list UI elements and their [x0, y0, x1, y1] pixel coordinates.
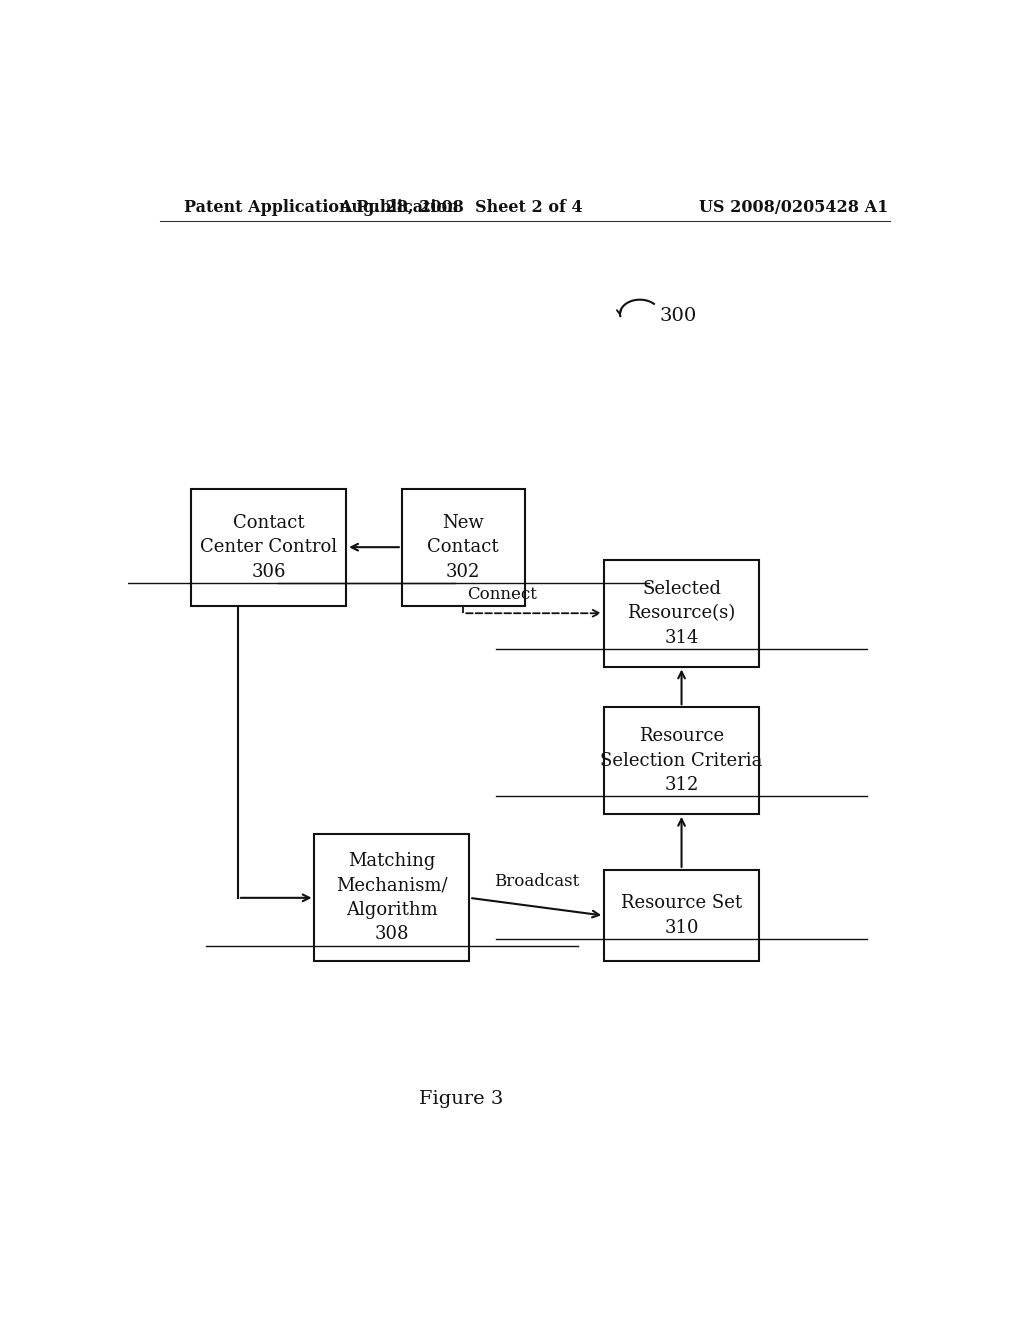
Text: Matching: Matching — [348, 853, 435, 870]
FancyBboxPatch shape — [191, 488, 346, 606]
Text: Selected: Selected — [642, 579, 721, 598]
Text: Figure 3: Figure 3 — [419, 1089, 504, 1107]
Text: Broadcast: Broadcast — [494, 873, 580, 890]
FancyBboxPatch shape — [604, 560, 759, 667]
Text: Selection Criteria: Selection Criteria — [600, 751, 763, 770]
Text: Resource(s): Resource(s) — [628, 605, 735, 622]
FancyBboxPatch shape — [314, 834, 469, 961]
Text: Connect: Connect — [467, 586, 537, 603]
Text: 306: 306 — [252, 562, 286, 581]
Text: Mechanism/: Mechanism/ — [336, 876, 447, 895]
Text: Resource: Resource — [639, 727, 724, 746]
Text: Center Control: Center Control — [201, 539, 338, 556]
Text: Resource Set: Resource Set — [621, 895, 742, 912]
FancyBboxPatch shape — [401, 488, 524, 606]
Text: Patent Application Publication: Patent Application Publication — [183, 199, 459, 215]
Text: 312: 312 — [665, 776, 698, 795]
Text: Contact: Contact — [427, 539, 499, 556]
Text: 302: 302 — [446, 562, 480, 581]
FancyBboxPatch shape — [604, 870, 759, 961]
Text: 310: 310 — [665, 919, 698, 937]
Text: 308: 308 — [375, 925, 410, 944]
Text: Contact: Contact — [233, 513, 305, 532]
Text: Aug. 28, 2008  Sheet 2 of 4: Aug. 28, 2008 Sheet 2 of 4 — [340, 199, 583, 215]
FancyBboxPatch shape — [604, 708, 759, 814]
Text: Algorithm: Algorithm — [346, 902, 437, 919]
Text: New: New — [442, 513, 484, 532]
Text: 300: 300 — [659, 308, 697, 325]
Text: US 2008/0205428 A1: US 2008/0205428 A1 — [699, 199, 889, 215]
Text: 314: 314 — [665, 628, 698, 647]
